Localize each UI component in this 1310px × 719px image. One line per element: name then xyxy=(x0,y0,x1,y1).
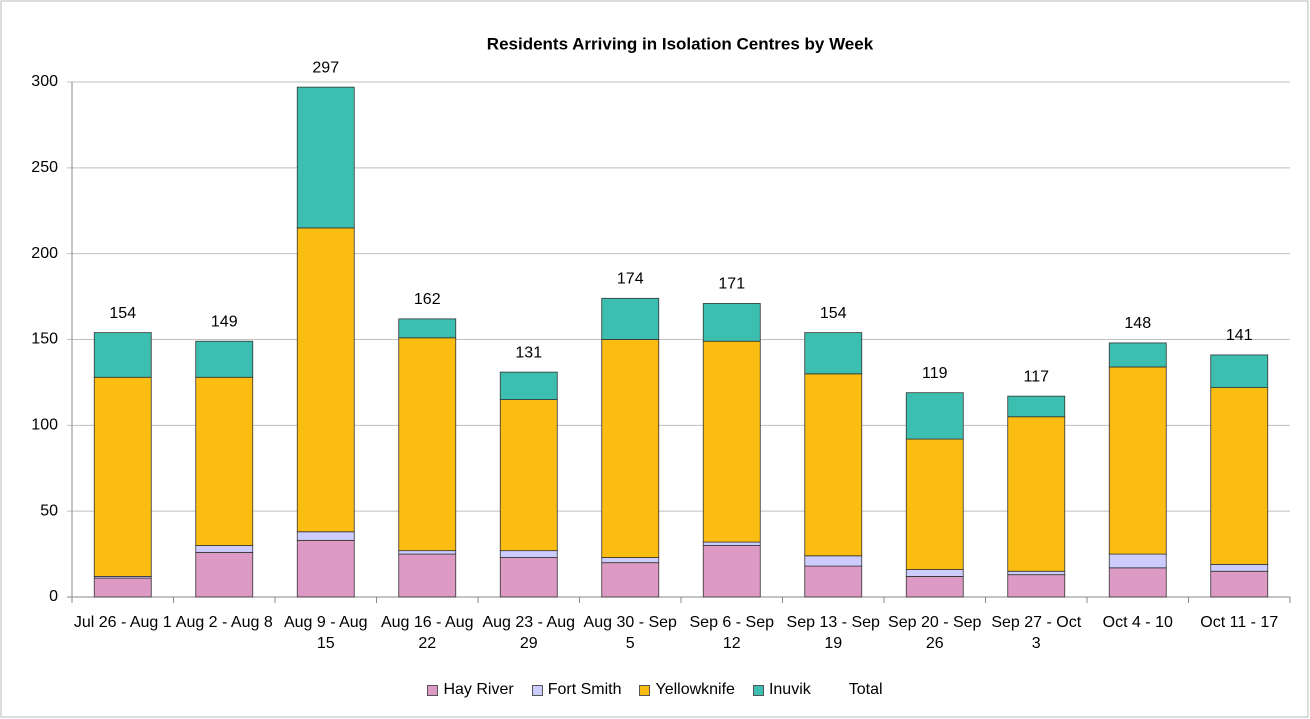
data-label: 297 xyxy=(312,59,339,76)
bar-segment xyxy=(601,562,660,598)
bar-segment xyxy=(398,553,457,598)
bar-segment xyxy=(905,569,964,577)
bar-segment xyxy=(1108,366,1167,555)
bar-segment xyxy=(804,555,863,567)
legend-item: Yellowknife xyxy=(639,681,735,699)
bar-segment xyxy=(1210,354,1269,388)
x-tick-label: Oct 11 - 17 xyxy=(1200,614,1279,631)
bar-segment xyxy=(93,332,152,378)
bar-segment xyxy=(93,376,152,577)
data-label: 174 xyxy=(617,271,644,288)
x-tick-label: Jul 26 - Aug 1 xyxy=(73,614,172,631)
legend-swatch xyxy=(427,684,439,696)
x-tick-label: Sep 20 - Sep 26 xyxy=(888,614,982,652)
x-tick-label: Aug 9 - Aug 15 xyxy=(283,614,368,652)
bar-segment xyxy=(1007,416,1066,572)
bar-segment xyxy=(296,539,355,598)
y-tick-label: 200 xyxy=(31,245,58,262)
bar-segment xyxy=(1210,563,1269,572)
legend-item: Total xyxy=(849,681,883,699)
bar-segment xyxy=(1007,395,1066,418)
legend-label: Hay River xyxy=(443,681,514,698)
x-tick-label: Oct 4 - 10 xyxy=(1102,614,1173,631)
y-tick-label: 300 xyxy=(31,73,58,90)
bar-segment xyxy=(702,340,761,543)
bar-segment xyxy=(296,531,355,541)
bar-segment xyxy=(804,373,863,557)
x-tick-label: Aug 30 - Sep 5 xyxy=(583,614,677,652)
bar-segment xyxy=(1210,387,1269,565)
bar-segment xyxy=(195,340,254,378)
data-label: 148 xyxy=(1124,315,1151,332)
x-tick-label: Sep 13 - Sep 19 xyxy=(786,614,880,652)
bar-segment xyxy=(195,376,254,546)
legend-label: Yellowknife xyxy=(655,681,735,698)
bar-segment xyxy=(296,227,355,533)
bar-segment xyxy=(601,557,660,564)
bar-segment xyxy=(398,550,457,555)
data-label: 162 xyxy=(414,291,441,308)
bar-segment xyxy=(296,86,355,229)
legend-swatch xyxy=(531,684,543,696)
legend-swatch xyxy=(752,684,764,696)
y-tick-label: 0 xyxy=(49,588,58,605)
bar-segment xyxy=(499,557,558,598)
bar-segment xyxy=(398,337,457,552)
bar-segment xyxy=(499,399,558,552)
y-tick-label: 250 xyxy=(31,159,58,176)
bar-segment xyxy=(905,576,964,598)
bar-segment xyxy=(1007,574,1066,598)
legend-swatch xyxy=(639,684,651,696)
data-label: 154 xyxy=(109,305,136,322)
bar-segment xyxy=(93,577,152,598)
bar-segment xyxy=(1007,570,1066,576)
bar-segment xyxy=(905,438,964,570)
bar-segment xyxy=(1108,567,1167,598)
bar-segment xyxy=(398,318,457,339)
data-label: 154 xyxy=(820,305,847,322)
bar-segment xyxy=(601,297,660,340)
legend-label: Fort Smith xyxy=(547,681,622,698)
data-label: 141 xyxy=(1226,327,1253,344)
bar-segment xyxy=(1108,342,1167,368)
x-tick-label: Aug 16 - Aug 22 xyxy=(380,614,474,652)
legend-item: Fort Smith xyxy=(531,681,622,699)
data-label: 131 xyxy=(515,344,542,361)
x-tick-label: Aug 23 - Aug 29 xyxy=(482,614,575,652)
bar-segment xyxy=(1210,570,1269,598)
bar-segment xyxy=(1108,553,1167,569)
y-tick-label: 150 xyxy=(31,331,58,348)
x-tick-label: Aug 2 - Aug 8 xyxy=(175,614,273,631)
bar-segment xyxy=(804,565,863,598)
bar-segment xyxy=(702,545,761,598)
bar-segment xyxy=(499,371,558,400)
data-label: 117 xyxy=(1023,368,1049,385)
y-tick-label: 100 xyxy=(31,417,58,434)
bar-segment xyxy=(702,303,761,342)
legend-label: Inuvik xyxy=(768,681,811,698)
x-tick-label: Sep 27 - Oct 3 xyxy=(991,614,1082,652)
y-tick-label: 50 xyxy=(40,502,58,519)
legend: Hay River Fort Smith Yellowknife Inuvik Tota… xyxy=(0,681,1310,699)
bar-segment xyxy=(499,550,558,558)
legend-item: Inuvik xyxy=(752,681,811,699)
bar-segment xyxy=(601,339,660,558)
legend-item: Hay River xyxy=(427,681,514,699)
chart-title: Residents Arriving in Isolation Centres … xyxy=(487,34,874,53)
bar-segment xyxy=(195,545,254,553)
data-label: 119 xyxy=(922,365,948,382)
bar-segment xyxy=(195,551,254,598)
bar-segment xyxy=(905,392,964,440)
bar-segment xyxy=(702,541,761,546)
data-label: 171 xyxy=(718,276,745,293)
legend-label: Total xyxy=(848,681,883,698)
bar-segment xyxy=(804,332,863,375)
data-label: 149 xyxy=(211,313,238,330)
x-tick-label: Sep 6 - Sep 12 xyxy=(689,614,775,652)
